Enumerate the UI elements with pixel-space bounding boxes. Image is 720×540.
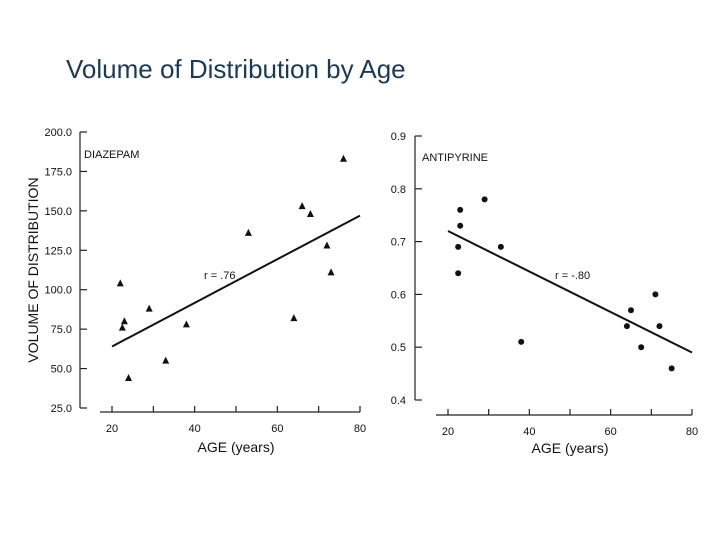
diazepam-x-tick-label: 80 bbox=[354, 423, 366, 435]
antipyrine-x-axis-label: AGE (years) bbox=[531, 440, 608, 456]
diazepam-r-annotation: r = .76 bbox=[204, 270, 236, 282]
antipyrine-y-tick-label: 0.9 bbox=[391, 131, 406, 143]
diazepam-y-tick-label: 50.0 bbox=[51, 364, 72, 376]
diazepam-data-point bbox=[182, 320, 190, 328]
antipyrine-data-point bbox=[652, 291, 659, 298]
antipyrine-y-tick-label: 0.5 bbox=[391, 342, 406, 354]
antipyrine-x-tick-label: 60 bbox=[605, 426, 617, 438]
diazepam-data-point bbox=[244, 228, 252, 236]
diazepam-title: DIAZEPAM bbox=[84, 149, 139, 161]
antipyrine-regression-line bbox=[447, 230, 693, 354]
diazepam-data-point bbox=[306, 210, 314, 218]
antipyrine-data-point bbox=[628, 307, 634, 314]
diazepam-x-tick-label: 60 bbox=[271, 423, 283, 435]
diazepam-data-point bbox=[290, 314, 298, 322]
diazepam-panel: DIAZEPAM r = .76 AGE (years) 25.0 50.0 75.… bbox=[44, 127, 366, 455]
antipyrine-data-point bbox=[497, 243, 504, 250]
antipyrine-y-tick-label: 0.7 bbox=[391, 237, 406, 249]
antipyrine-y-tick-label: 0.8 bbox=[391, 184, 406, 196]
diazepam-data-point bbox=[298, 202, 306, 210]
diazepam-data-point bbox=[116, 279, 124, 287]
diazepam-data-point bbox=[339, 154, 347, 162]
diazepam-x-tick-label: 40 bbox=[189, 423, 201, 435]
diazepam-data-point bbox=[323, 241, 331, 249]
antipyrine-data-point bbox=[457, 206, 464, 213]
diazepam-y-tick-label: 200.0 bbox=[44, 127, 72, 139]
antipyrine-y-tick-label: 0.6 bbox=[391, 289, 406, 301]
diazepam-data-point bbox=[125, 374, 133, 382]
antipyrine-x-tick-label: 80 bbox=[686, 426, 698, 438]
antipyrine-panel: ANTIPYRINE r = -.80 AGE (years) 0.4 0.5 0.… bbox=[391, 131, 698, 456]
shared-y-axis-label: VOLUME OF DISTRIBUTION bbox=[25, 177, 41, 362]
diazepam-data-point bbox=[120, 317, 128, 325]
antipyrine-r-annotation: r = -.80 bbox=[555, 270, 590, 282]
antipyrine-data-point bbox=[455, 270, 462, 277]
antipyrine-data-point bbox=[668, 365, 675, 372]
diazepam-y-tick-label: 75.0 bbox=[51, 324, 72, 336]
antipyrine-title: ANTIPYRINE bbox=[422, 152, 488, 164]
antipyrine-x-tick-label: 40 bbox=[523, 426, 535, 438]
antipyrine-data-point bbox=[457, 222, 464, 229]
diazepam-y-tick-label: 175.0 bbox=[44, 166, 72, 178]
diazepam-data-point bbox=[145, 304, 153, 312]
diazepam-data-point bbox=[162, 356, 170, 364]
diazepam-data-point bbox=[327, 268, 335, 276]
diazepam-y-tick-label: 100.0 bbox=[44, 285, 72, 297]
antipyrine-data-point bbox=[656, 323, 663, 330]
antipyrine-data-point bbox=[518, 338, 525, 345]
diazepam-x-axis-label: AGE (years) bbox=[197, 439, 274, 455]
diazepam-regression-line bbox=[111, 214, 361, 348]
antipyrine-data-point bbox=[455, 243, 462, 250]
antipyrine-data-point bbox=[481, 196, 488, 203]
diazepam-y-tick-label: 125.0 bbox=[44, 245, 72, 257]
antipyrine-y-tick-label: 0.4 bbox=[391, 395, 406, 407]
diazepam-y-tick-label: 150.0 bbox=[44, 206, 72, 218]
diazepam-data-point bbox=[118, 323, 126, 331]
antipyrine-data-point bbox=[638, 344, 645, 351]
antipyrine-x-tick-label: 20 bbox=[442, 426, 454, 438]
antipyrine-data-point bbox=[623, 323, 630, 330]
diazepam-x-tick-label: 20 bbox=[106, 423, 118, 435]
diazepam-y-tick-label: 25.0 bbox=[51, 403, 72, 415]
slide-title: Volume of Distribution by Age bbox=[66, 54, 406, 84]
